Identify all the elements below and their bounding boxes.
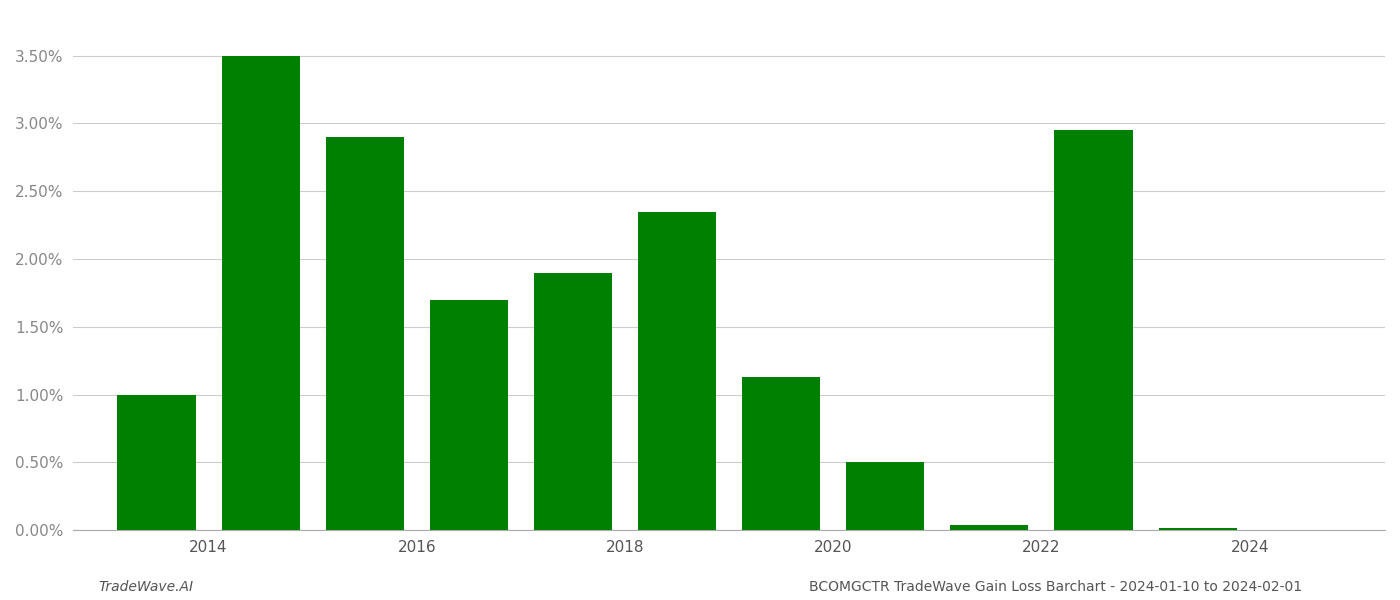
Bar xyxy=(846,463,924,530)
Text: BCOMGCTR TradeWave Gain Loss Barchart - 2024-01-10 to 2024-02-01: BCOMGCTR TradeWave Gain Loss Barchart - … xyxy=(809,580,1302,594)
Bar xyxy=(118,395,196,530)
Bar xyxy=(638,212,715,530)
Bar xyxy=(1054,130,1133,530)
Bar xyxy=(742,377,820,530)
Bar xyxy=(1159,527,1236,530)
Text: TradeWave.AI: TradeWave.AI xyxy=(98,580,193,594)
Bar xyxy=(221,56,300,530)
Bar xyxy=(326,137,403,530)
Bar xyxy=(951,525,1029,530)
Bar xyxy=(533,272,612,530)
Bar xyxy=(430,300,508,530)
